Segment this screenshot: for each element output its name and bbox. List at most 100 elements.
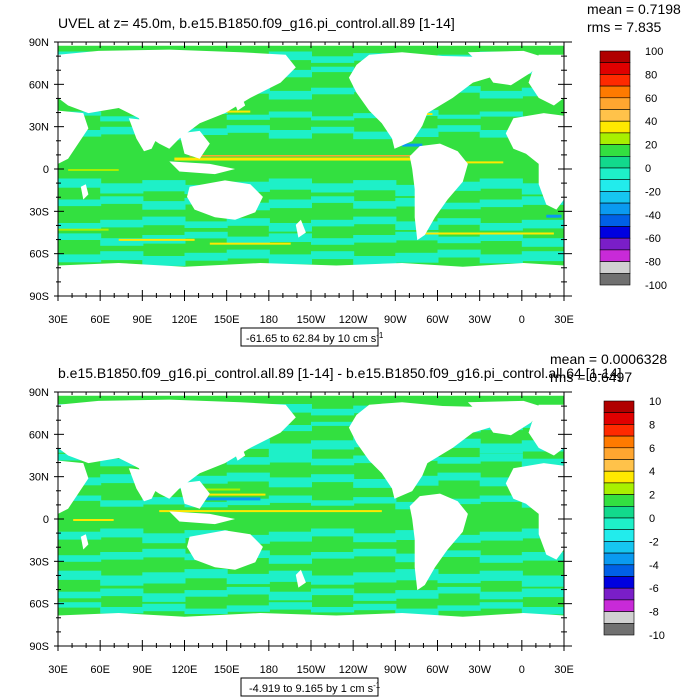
- ocean-band: [58, 223, 102, 230]
- lat-label: 0: [43, 514, 49, 526]
- ocean-band: [142, 180, 186, 192]
- lon-label: 60W: [426, 314, 449, 326]
- ocean-band: [479, 477, 523, 487]
- land-europe-east: [528, 54, 564, 106]
- ocean-band: [58, 570, 102, 580]
- colorbar-swatch: [603, 611, 635, 624]
- ocean-band: [437, 249, 481, 258]
- colorbar-swatch: [599, 97, 631, 110]
- colorbar-swatch: [603, 494, 635, 507]
- colorbar-label: 0: [649, 513, 655, 525]
- colorbar-swatch: [603, 459, 635, 472]
- colorbar-label: 6: [649, 443, 655, 455]
- colorbar-swatch: [603, 587, 635, 601]
- anomaly-band: [199, 488, 241, 491]
- ocean-band: [437, 605, 481, 611]
- lat-label: 60S: [29, 249, 49, 261]
- ocean-band: [437, 472, 481, 481]
- land-north-america: [348, 402, 499, 499]
- lat-label: 90N: [29, 387, 49, 399]
- colorbar-label: 10: [649, 396, 661, 408]
- colorbar-label: -60: [645, 233, 661, 245]
- land-eurasia: [58, 399, 296, 499]
- ocean-band: [395, 252, 439, 263]
- range-label: -4.919 to 9.165 by 1 cm s: [249, 683, 374, 695]
- colorbar-label: -80: [645, 257, 661, 269]
- ocean-band: [437, 498, 481, 505]
- ocean-band: [142, 256, 186, 266]
- rms-label: rms = 0.6497: [550, 369, 632, 385]
- range-label: -61.65 to 62.84 by 10 cm s: [246, 333, 377, 345]
- ocean-band: [268, 233, 312, 242]
- colorbar-swatch: [599, 249, 631, 262]
- colorbar-swatch: [599, 179, 631, 192]
- ocean-band: [58, 591, 102, 599]
- ocean-band: [184, 221, 228, 228]
- lon-label: 30E: [48, 664, 68, 676]
- ocean-band: [353, 603, 397, 611]
- ocean-band: [100, 607, 144, 614]
- ocean-band: [100, 196, 144, 204]
- ocean-band: [226, 125, 270, 133]
- ocean-band: [100, 238, 144, 246]
- ocean-band: [142, 548, 186, 558]
- svg-text:-61.65 to 62.84 by 10 cm s-1: -61.65 to 62.84 by 10 cm s-1: [246, 331, 384, 345]
- ocean-band: [226, 218, 270, 226]
- land-greenland: [467, 400, 544, 436]
- lat-label: 60N: [29, 429, 49, 441]
- equatorial-jet: [189, 155, 413, 157]
- ocean-band: [268, 602, 312, 610]
- ocean-band: [184, 501, 228, 508]
- ocean-band: [521, 607, 564, 615]
- ocean-band: [437, 534, 481, 543]
- land-australia: [187, 530, 263, 570]
- ocean-band: [521, 196, 564, 205]
- lon-label: 180: [260, 314, 278, 326]
- ocean-band: [58, 531, 102, 540]
- land-madagascar: [80, 184, 89, 200]
- lon-label: 30W: [468, 664, 491, 676]
- ocean-band: [142, 533, 186, 544]
- land-indonesia: [169, 511, 236, 525]
- land-africa-west: [505, 113, 564, 210]
- ocean-band: [311, 440, 355, 450]
- lon-label: 0: [519, 314, 525, 326]
- land-greenland: [467, 50, 544, 86]
- lat-label: 60N: [29, 79, 49, 91]
- ocean-band: [100, 458, 144, 467]
- colorbar-swatch: [603, 552, 635, 566]
- longitude-labels: 30E 60E 90E 120E 150E 180 150W 120W 90W 60W 30W 0 30…: [48, 664, 574, 676]
- ocean-band: [353, 479, 397, 488]
- ocean-band: [184, 608, 228, 614]
- ocean-band: [521, 238, 564, 247]
- range-unit-exponent: -1: [376, 331, 384, 340]
- ocean-band: [353, 201, 397, 209]
- colorbar-swatch: [603, 517, 635, 530]
- ocean-band: [100, 588, 144, 597]
- ocean-band: [311, 607, 355, 613]
- colorbar-swatch: [599, 109, 631, 122]
- colorbar-label: 8: [649, 419, 655, 431]
- lat-label: 30N: [29, 122, 49, 134]
- colorbar-swatch: [599, 202, 631, 216]
- ocean-band: [142, 497, 186, 505]
- colorbar: 10 8 6 4 2 0 -2 -4 -6 -8 -10: [603, 396, 665, 642]
- land-indonesia: [169, 161, 236, 175]
- ocean-band: [521, 219, 564, 229]
- land-se-asia: [179, 130, 210, 159]
- lat-label: 30S: [29, 556, 49, 568]
- rms-label: rms = 7.835: [587, 19, 662, 35]
- ocean-band: [437, 236, 481, 244]
- colorbar-swatch: [599, 191, 631, 204]
- ocean-band: [100, 552, 144, 560]
- ocean-band: [142, 593, 186, 602]
- ocean-band: [311, 552, 355, 559]
- ocean-band: [395, 590, 439, 599]
- equatorial-jet: [174, 157, 428, 161]
- ocean-band: [268, 477, 312, 488]
- colorbar-swatch: [599, 272, 631, 286]
- ocean-band: [268, 199, 312, 209]
- lat-label: 60S: [29, 599, 49, 611]
- ocean-band: [100, 474, 144, 484]
